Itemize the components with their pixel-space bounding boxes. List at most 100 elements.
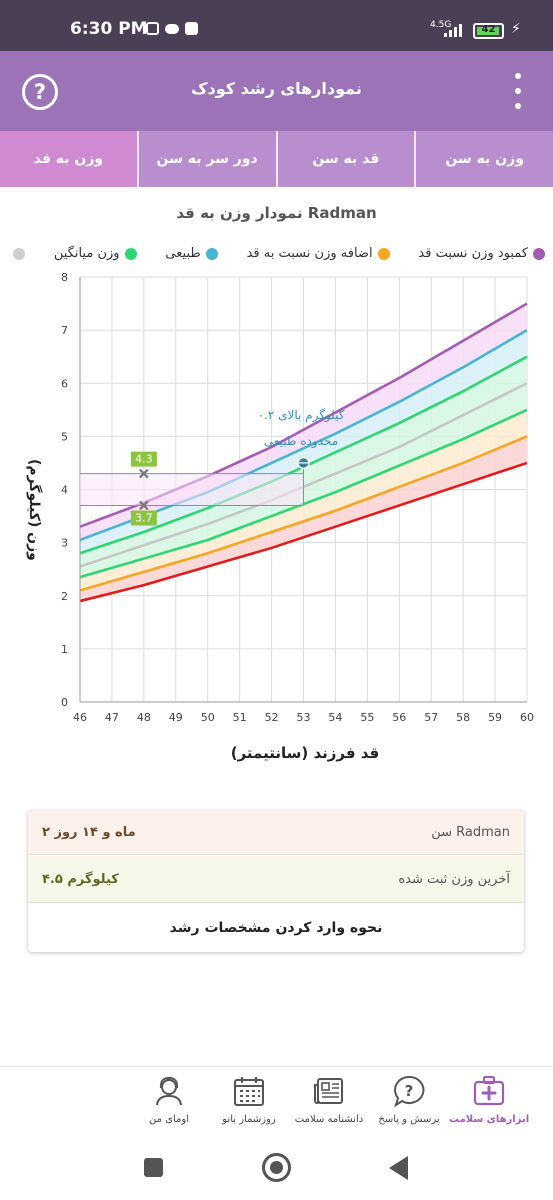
more-vert-icon[interactable] [508,73,528,109]
chart-title: نمودار وزن به قد Radman [176,204,377,222]
x-tick-label: 50 [201,711,215,724]
status-bar: 6:30 PM 4.5G 42 ⚡ [0,0,553,51]
battery-level [477,27,499,35]
battery-icon: 42 [473,23,504,39]
tab-height-for-age[interactable]: قد به سن [275,131,415,187]
y-tick-label: 0 [61,696,68,709]
legend-item[interactable] [8,246,25,261]
newspaper-icon [314,1078,343,1104]
y-tick-label: 7 [61,324,68,337]
nav-label: ابزارهای سلامت [449,1114,530,1125]
nav-item-calendar[interactable]: روزشمار بانو [209,1067,289,1134]
nav-label: دانشنامه سلامت [294,1114,364,1125]
x-tick-label: 60 [520,711,534,724]
y-tick-label: 5 [61,430,68,443]
marker-lower-label: 3.7 [135,511,153,524]
square-icon [185,22,198,35]
marker-lower-x [139,500,149,511]
x-tick-label: 56 [392,711,406,724]
age-value: ۲ ماه و ۱۴ روز [42,824,136,840]
tab-weight-for-height[interactable]: وزن به قد [0,131,137,187]
tab-head-circumference-for-age[interactable]: دور سر به سن [136,131,276,187]
network-type: 4.5G [430,20,452,30]
x-tick-label: 46 [73,711,87,724]
page-title: نمودارهای رشد کودک [191,79,362,98]
y-tick-label: 4 [61,484,68,497]
charging-icon: ⚡ [511,21,521,37]
first-aid-kit-icon [473,1075,505,1106]
legend-label: اضافه وزن نسبت به قد [246,246,373,261]
legend-item[interactable]: اضافه وزن نسبت به قد [247,246,390,261]
marker-upper-x [139,468,149,479]
legend-item[interactable]: کمبود وزن نسبت قد [418,246,545,261]
x-tick-label: 49 [169,711,183,724]
chart-legend: کمبود وزن نسبت قد اضافه وزن نسبت به قد ط… [8,246,545,261]
age-label: سن Radman [431,824,510,840]
chart-band [80,436,527,602]
marker-upper-label: 4.3 [135,453,153,466]
nav-item-health-tools[interactable]: ابزارهای سلامت [449,1067,529,1134]
legend-item[interactable]: وزن میانگین [54,246,137,261]
legend-dot-icon [533,247,545,260]
y-tick-label: 1 [61,643,68,656]
chart-tabs: وزن به سن قد به سن دور سر به سن وزن به ق… [0,131,553,187]
growth-info-card: ۲ ماه و ۱۴ روز سن Radman ۴.۵ کیلوگرم آخر… [28,810,524,952]
question-bubble-icon: ? [394,1075,425,1108]
x-tick-label: 48 [137,711,151,724]
marker-upper-box [130,451,157,467]
legend-dot-icon [124,247,137,260]
notification-icons [146,22,198,35]
howto-button[interactable]: نحوه وارد کردن مشخصات رشد [169,920,383,936]
back-icon[interactable] [389,1156,408,1180]
x-tick-label: 57 [424,711,438,724]
legend-dot-icon [205,247,218,260]
x-tick-label: 54 [328,711,342,724]
age-row: ۲ ماه و ۱۴ روز سن Radman [28,810,524,855]
y-axis-label: وزن (کیلوگرم) [26,459,42,561]
x-tick-label: 47 [105,711,119,724]
marker-lower-box [130,510,157,526]
normal-range-highlight [80,473,304,506]
svg-text:?: ? [405,1082,414,1100]
legend-label: طبیعی [165,246,201,261]
x-tick-label: 51 [233,711,247,724]
legend-item[interactable]: طبیعی [165,246,218,261]
x-tick-label: 52 [265,711,279,724]
system-navigation-bar [0,1134,553,1200]
chart-band [80,383,527,578]
y-tick-label: 2 [61,590,68,603]
nav-item-encyclopedia[interactable]: دانشنامه سلامت [289,1067,369,1134]
nav-label: روزشمار بانو [222,1114,276,1125]
woman-avatar-icon [156,1076,182,1106]
nav-item-qa[interactable]: ? پرسش و پاسخ [369,1067,449,1134]
chart-band [80,330,527,554]
growth-chart: 46 47 48 49 50 51 52 53 54 55 56 57 58 59 600123456784… [61,271,534,724]
y-tick-label: 8 [61,271,68,284]
bottom-navigation: ابزارهای سلامت ? پرسش و پاسخ دانشنامه سل… [0,1066,553,1134]
legend-label: وزن میانگین [53,246,120,261]
legend-dot-icon [377,247,390,260]
series-line [79,435,528,592]
x-tick-label: 53 [297,711,311,724]
nav-item-my-profile[interactable]: اومای من [129,1067,209,1134]
x-tick-label: 55 [360,711,374,724]
x-tick-label: 58 [456,711,470,724]
help-circle-icon[interactable]: ? [22,74,58,110]
nav-label: اومای من [149,1114,189,1125]
tab-weight-for-age[interactable]: وزن به سن [414,131,553,187]
battery-percent: 42 [481,24,496,35]
home-icon[interactable] [262,1153,291,1182]
signal-icon [444,24,462,37]
chart-band [80,303,527,540]
x-tick-label: 59 [488,711,502,724]
y-tick-label: 6 [61,377,68,390]
series-line [79,461,528,603]
legend-dot-icon [13,247,25,260]
weight-label: آخرین وزن ثبت شده [398,871,510,887]
app-bar: ? نمودارهای رشد کودک [0,51,553,131]
weight-row: ۴.۵ کیلوگرم آخرین وزن ثبت شده [28,856,524,903]
recent-apps-icon[interactable] [144,1158,163,1177]
annotation-line-2: محدوده طبیعی [263,434,339,448]
nav-label: پرسش و پاسخ [378,1114,440,1125]
